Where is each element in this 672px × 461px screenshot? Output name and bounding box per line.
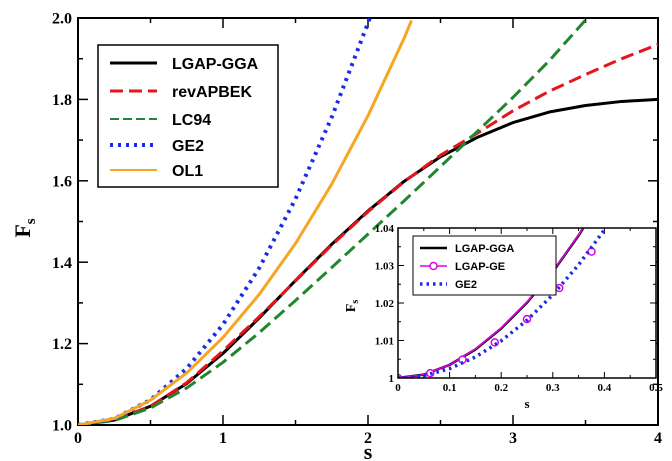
inset-legend-marker-lgap-ge xyxy=(429,261,438,271)
main-series-group xyxy=(78,18,658,425)
inset-y-tick-label: 1.03 xyxy=(375,260,395,272)
main-legend-label-revapbek: revAPBEK xyxy=(172,84,252,101)
inset-y-tick-label: 1 xyxy=(389,373,395,385)
inset-series-ge2 xyxy=(398,228,608,378)
main-y-tick-label: 1.0 xyxy=(52,418,72,435)
main-y-tick-label: 1.2 xyxy=(52,336,72,353)
main-x-tick-label: 4 xyxy=(654,430,662,447)
inset-y-tick-label: 1.01 xyxy=(375,335,394,347)
main-y-tick-label: 1.8 xyxy=(52,92,72,109)
inset-y-tick-label: 1.04 xyxy=(375,223,395,235)
main-legend-box xyxy=(97,44,279,188)
main-legend: LGAP-GGA revAPBEK LC94 GE2 OL1 xyxy=(97,44,279,188)
inset-legend-label-lgap-gga: LGAP-GGA xyxy=(455,243,514,255)
main-x-tick-label: 0 xyxy=(74,430,82,447)
inset-legend-label-ge2: GE2 xyxy=(455,279,477,291)
inset-tick-labels: 0 0.1 0.2 0.3 0.4 0.5 1 1.01 1.02 1.03 1.04 xyxy=(375,223,664,394)
inset-marker-lgap-ge xyxy=(587,247,596,256)
inset-series-group xyxy=(398,228,608,378)
inset-legend-label-lgap-ge: LGAP-GE xyxy=(455,261,505,273)
main-y-tick-label: 2.0 xyxy=(52,11,72,28)
main-y-axis-title-sub: s xyxy=(23,218,39,224)
inset-x-tick-label: 0 xyxy=(395,382,401,394)
inset-x-tick-label: 0.5 xyxy=(649,382,663,394)
inset-y-axis-title-sub: s xyxy=(350,300,361,304)
main-y-axis-title-main: F xyxy=(10,224,35,237)
inset-x-tick-label: 0.1 xyxy=(443,382,457,394)
inset-series-lgap-ge xyxy=(398,228,584,378)
main-y-tick-label: 1.4 xyxy=(52,255,72,272)
inset-x-tick-label: 0.3 xyxy=(546,382,560,394)
main-tick-labels: 0 1 2 3 41.01.21.41.61.82.0 xyxy=(52,11,662,447)
inset-x-axis-title: s xyxy=(524,396,529,411)
main-legend-label-lc94: LC94 xyxy=(172,112,211,129)
inset-x-tick-label: 0.2 xyxy=(494,382,508,394)
main-y-axis-title: Fs xyxy=(10,218,39,237)
main-legend-label-ge2: GE2 xyxy=(172,138,204,155)
inset-plot: 0 0.1 0.2 0.3 0.4 0.5 1 1.01 1.02 1.03 1.04 s Fs L… xyxy=(344,223,664,411)
main-series-ol1 xyxy=(78,19,413,425)
main-series-revapbek xyxy=(78,43,658,425)
main-x-tick-label: 2 xyxy=(364,430,372,447)
inset-y-axis-title-main: F xyxy=(344,304,359,313)
main-legend-label-ol1: OL1 xyxy=(172,163,203,180)
inset-x-tick-label: 0.4 xyxy=(598,382,612,394)
main-x-tick-label: 3 xyxy=(509,430,517,447)
main-series-lc94 xyxy=(78,19,587,425)
main-x-axis-title: s xyxy=(364,439,373,461)
main-y-tick-label: 1.6 xyxy=(52,173,72,190)
inset-y-tick-label: 1.02 xyxy=(375,298,395,310)
inset-y-axis-title: Fs xyxy=(344,300,361,313)
inset-legend: LGAP-GGA LGAP-GE GE2 xyxy=(412,235,557,296)
main-legend-label-lgap-gga: LGAP-GGA xyxy=(172,56,259,73)
inset-plot-frame xyxy=(397,227,657,379)
main-x-tick-label: 1 xyxy=(219,430,227,447)
main-plot: 0 1 2 3 41.01.21.41.61.82.0 s Fs LGAP-GGA re… xyxy=(10,11,662,461)
